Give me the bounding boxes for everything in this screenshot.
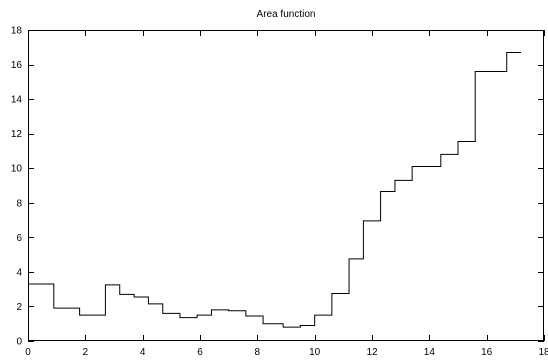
- x-tick-label-12: 12: [366, 347, 378, 358]
- y-tick-label-10: 10: [11, 164, 23, 175]
- y-tick-label-2: 2: [16, 302, 22, 313]
- x-tick-label-14: 14: [424, 347, 436, 358]
- y-tick-label-18: 18: [11, 26, 23, 37]
- y-tick-label-8: 8: [16, 198, 22, 209]
- x-axis-ticks: [28, 30, 545, 341]
- y-axis-tick-labels: 0 2 4 6 8 10 12 14 16 18: [11, 26, 23, 348]
- area-function-step-line: [28, 51, 522, 328]
- x-tick-label-2: 2: [83, 347, 89, 358]
- y-tick-label-6: 6: [16, 233, 22, 244]
- y-tick-label-16: 16: [11, 60, 23, 71]
- x-axis-tick-labels: 0 2 4 6 8 10 12 14 16 18: [25, 347, 548, 358]
- x-tick-label-0: 0: [25, 347, 31, 358]
- x-tick-label-4: 4: [140, 347, 146, 358]
- chart-title: Area function: [257, 9, 316, 20]
- x-tick-label-10: 10: [309, 347, 321, 358]
- x-tick-label-8: 8: [255, 347, 261, 358]
- y-tick-label-12: 12: [11, 129, 23, 140]
- plot-frame: [28, 30, 544, 341]
- y-tick-label-0: 0: [16, 337, 22, 348]
- y-tick-label-14: 14: [11, 95, 23, 106]
- x-tick-label-18: 18: [538, 347, 548, 358]
- y-tick-label-4: 4: [16, 267, 22, 278]
- x-tick-label-6: 6: [197, 347, 203, 358]
- y-axis-ticks: [28, 30, 544, 342]
- x-tick-label-16: 16: [481, 347, 493, 358]
